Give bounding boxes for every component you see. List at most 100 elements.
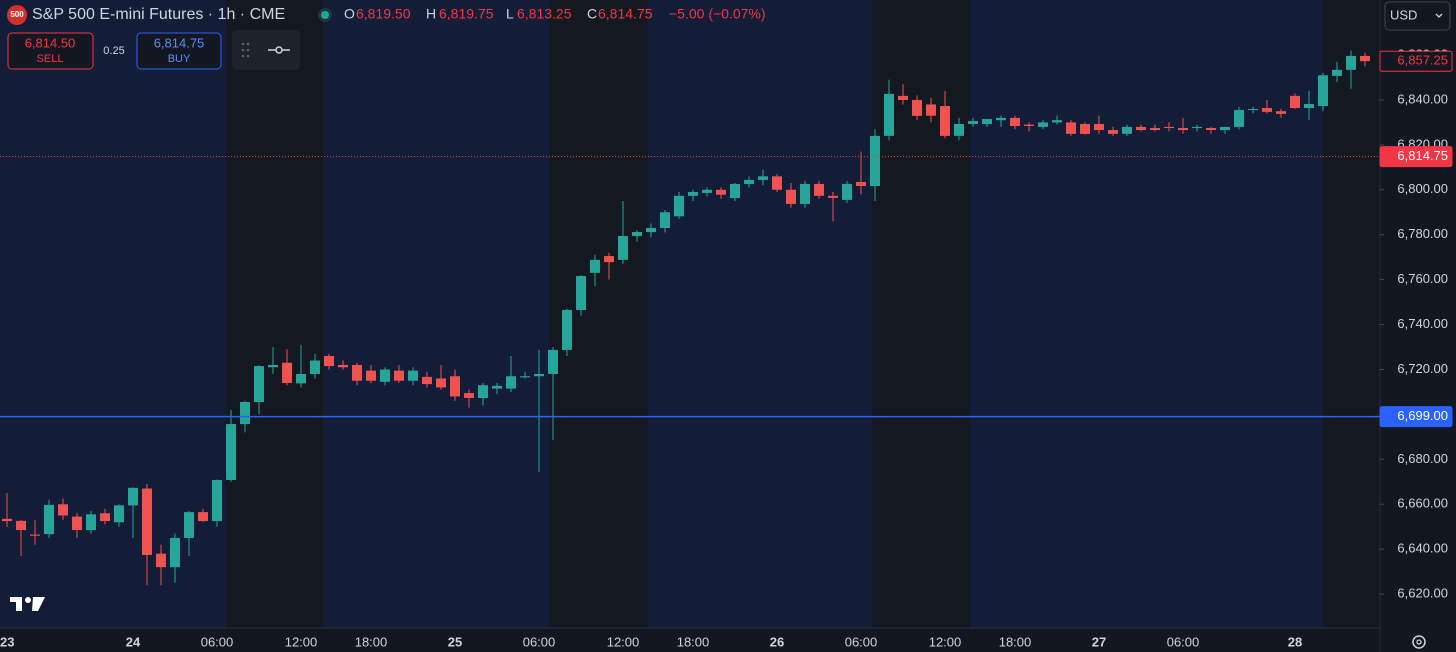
candle-body	[100, 513, 110, 522]
widget-handle[interactable]	[232, 30, 300, 70]
candle-body	[772, 176, 782, 190]
candle-body	[1206, 128, 1216, 131]
time-axis	[0, 628, 1380, 652]
candle-body	[912, 99, 922, 116]
candle-body	[156, 553, 166, 568]
candle-body	[996, 117, 1006, 121]
symbol-title[interactable]: S&P 500 E-mini Futures · 1h · CME	[32, 6, 285, 23]
symbol-logo[interactable]	[7, 5, 27, 25]
y-tick-label: 6,620.00	[1397, 586, 1448, 601]
ohlc-value: 6,814.75	[598, 6, 653, 22]
plot-background	[0, 0, 1380, 628]
x-tick-label: 12:00	[285, 634, 318, 649]
candle-body	[800, 183, 810, 204]
x-tick-label: 12:00	[607, 634, 640, 649]
x-tick-label: 06:00	[201, 634, 234, 649]
candle-body	[744, 179, 754, 184]
ohlc-label: C	[587, 6, 597, 22]
x-tick-label: 23	[0, 634, 14, 649]
candles	[2, 50, 1370, 586]
candle-body	[520, 376, 530, 378]
x-tick-label: 24	[126, 634, 141, 649]
candle-body	[562, 309, 572, 350]
spread: 0.25	[103, 45, 124, 57]
candle-body	[1010, 117, 1020, 127]
candle-body	[352, 364, 362, 381]
candle-body	[296, 373, 306, 384]
candle-body	[576, 276, 586, 310]
buy-button[interactable]	[136, 32, 222, 70]
candle-body	[226, 424, 236, 480]
candle-body	[1234, 110, 1244, 127]
candle-body	[1080, 123, 1090, 134]
candle-body	[366, 370, 376, 381]
candle-body	[954, 123, 964, 136]
candle-body	[1066, 122, 1076, 134]
candle-body	[604, 256, 614, 263]
currency-label: USD	[1390, 7, 1417, 22]
x-tick-label: 27	[1092, 634, 1106, 649]
x-tick-label: 18:00	[999, 634, 1032, 649]
settings-button[interactable]	[1412, 635, 1426, 649]
x-tick-label: 18:00	[355, 634, 388, 649]
x-tick-label: 18:00	[677, 634, 710, 649]
y-tick-label: 6,740.00	[1397, 316, 1448, 331]
candle-body	[2, 518, 12, 522]
buy-label: BUY	[168, 53, 191, 65]
candle-body	[646, 227, 656, 233]
candle-body	[618, 236, 628, 260]
candle-body	[44, 504, 54, 535]
candle-body	[408, 370, 418, 381]
candle-body	[842, 183, 852, 200]
candle-body	[632, 232, 642, 237]
candle-body	[1108, 130, 1118, 134]
dropdown-arrow	[1435, 13, 1443, 18]
candle-body	[1360, 55, 1370, 62]
candle-body	[688, 192, 698, 196]
candle-body	[114, 505, 124, 523]
y-tick-label: 6,840.00	[1397, 91, 1448, 106]
y-tick-label: 6,680.00	[1397, 451, 1448, 466]
candle-body	[436, 378, 446, 388]
ohlc-value: 6,819.50	[356, 6, 411, 22]
candle-body	[1052, 120, 1062, 123]
candle-body	[884, 93, 894, 136]
sell-button[interactable]	[7, 32, 94, 70]
candle-body	[58, 504, 68, 516]
candle-body	[758, 176, 768, 180]
y-tick-label: 6,800.00	[1397, 181, 1448, 196]
candle-body	[240, 402, 250, 425]
candle-body	[450, 376, 460, 397]
candle-body	[184, 512, 194, 538]
y-tick-label: 6,760.00	[1397, 271, 1448, 286]
sell-label: SELL	[37, 53, 64, 65]
x-tick-label: 26	[770, 634, 784, 649]
candle-body	[1220, 126, 1230, 131]
candle-body	[72, 516, 82, 531]
candle-body	[1136, 126, 1146, 131]
candle-body	[982, 119, 992, 124]
candle-body	[548, 349, 558, 374]
candle-body	[590, 259, 600, 273]
overlay: 6,620.006,640.006,660.006,680.006,700.00…	[0, 46, 1453, 649]
price-tag	[1379, 50, 1453, 72]
currency-button[interactable]	[1384, 1, 1451, 31]
candle-body	[212, 479, 222, 522]
candle-body	[1304, 103, 1314, 109]
x-tick-label: 06:00	[523, 634, 556, 649]
candle-body	[814, 183, 824, 196]
candle-body	[898, 95, 908, 100]
candle-body	[674, 195, 684, 217]
candle-body	[380, 369, 390, 382]
candle-body	[1346, 55, 1356, 70]
price-axis	[1380, 0, 1456, 652]
brand-logo[interactable]	[10, 597, 45, 611]
market-status[interactable]	[321, 11, 329, 19]
candle-body	[1164, 126, 1174, 129]
candle-body	[828, 195, 838, 198]
candle-body	[1150, 128, 1160, 131]
candle-body	[1248, 108, 1258, 111]
candle-body	[394, 370, 404, 381]
candle-body	[1024, 124, 1034, 127]
